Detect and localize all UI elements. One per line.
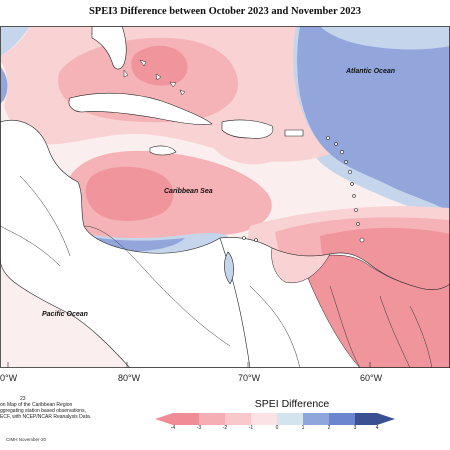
wet-anomaly-atlantic: [297, 26, 450, 212]
land-central-america: [0, 120, 251, 368]
lon-label-0: 0°W: [0, 373, 18, 383]
country-borders: [0, 175, 433, 368]
legend-swatch-8: [355, 413, 377, 425]
legend-swatch-5: [277, 413, 303, 425]
label-caribbean-sea: Caribbean Sea: [164, 188, 213, 195]
lake-maracaibo: [224, 251, 234, 285]
notes-line-3: ECF, with NCEP/NCAR Reanalysis Data.: [0, 414, 92, 420]
map-title: SPEI3 Difference between October 2023 an…: [88, 6, 362, 17]
legend-title: SPEI Difference: [254, 398, 330, 410]
notes-line-0: 23: [20, 396, 26, 402]
legend-tick-1: -3: [196, 425, 202, 431]
legend-tick-2: -2: [222, 425, 228, 431]
legend-swatch-4: [251, 413, 277, 425]
map-canvas: Atlantic Ocean Caribbean Sea Pacific Oce…: [0, 26, 450, 368]
lon-ticks: [7, 362, 371, 368]
legend-swatch-2: [199, 413, 225, 425]
land-bahamas: [123, 59, 186, 96]
lon-label-60w: 60°W: [360, 373, 383, 383]
spei-map: Atlantic Ocean Caribbean Sea Pacific Oce…: [0, 26, 450, 368]
legend-arrow-left: [155, 413, 173, 425]
legend-tick-6: 2: [327, 425, 331, 431]
legend-tick-7: 3: [353, 425, 357, 431]
land-lesser-antilles: [242, 136, 365, 243]
land-puerto-rico: [284, 129, 304, 137]
land-jamaica: [149, 145, 177, 156]
land-hispaniola: [221, 119, 274, 139]
wet-left-edge: [0, 66, 8, 104]
legend-swatch-1: [173, 413, 199, 425]
legend-swatch-3: [225, 413, 251, 425]
legend-swatch-6: [303, 413, 329, 425]
strong-dry-bahamas: [131, 45, 188, 86]
strong-dry-caribbean: [85, 166, 174, 221]
legend-tick-8: 4: [375, 425, 379, 431]
notes-line-2: ggregating station based observations,: [0, 408, 86, 414]
land-cuba: [68, 92, 213, 125]
legend-tick-3: -1: [248, 425, 254, 431]
light-wet-topright: [320, 26, 450, 50]
legend-colorbar: [155, 413, 395, 425]
light-wet-topleft: [0, 26, 30, 56]
notes-line-1: on Map of the Caribbean Region: [0, 402, 73, 408]
map-notes: 23 on Map of the Caribbean Region ggrega…: [0, 396, 110, 420]
label-pacific-ocean: Pacific Ocean: [42, 311, 88, 318]
credit-text: CIMH November-20: [6, 437, 47, 442]
label-atlantic-ocean: Atlantic Ocean: [345, 68, 395, 75]
light-dry-land-east: [271, 247, 331, 284]
legend-tick-4: 0: [275, 425, 279, 431]
legend-tick-0: -4: [170, 425, 176, 431]
land-florida: [91, 26, 127, 70]
light-wet-fringe: [289, 26, 450, 222]
legend-swatch-7: [329, 413, 355, 425]
legend-arrow-right: [377, 413, 395, 425]
lon-label-80w: 80°W: [118, 373, 141, 383]
legend-tick-5: 1: [301, 425, 305, 431]
lon-label-70w: 70°W: [238, 373, 261, 383]
dry-land-southeast: [299, 254, 450, 368]
